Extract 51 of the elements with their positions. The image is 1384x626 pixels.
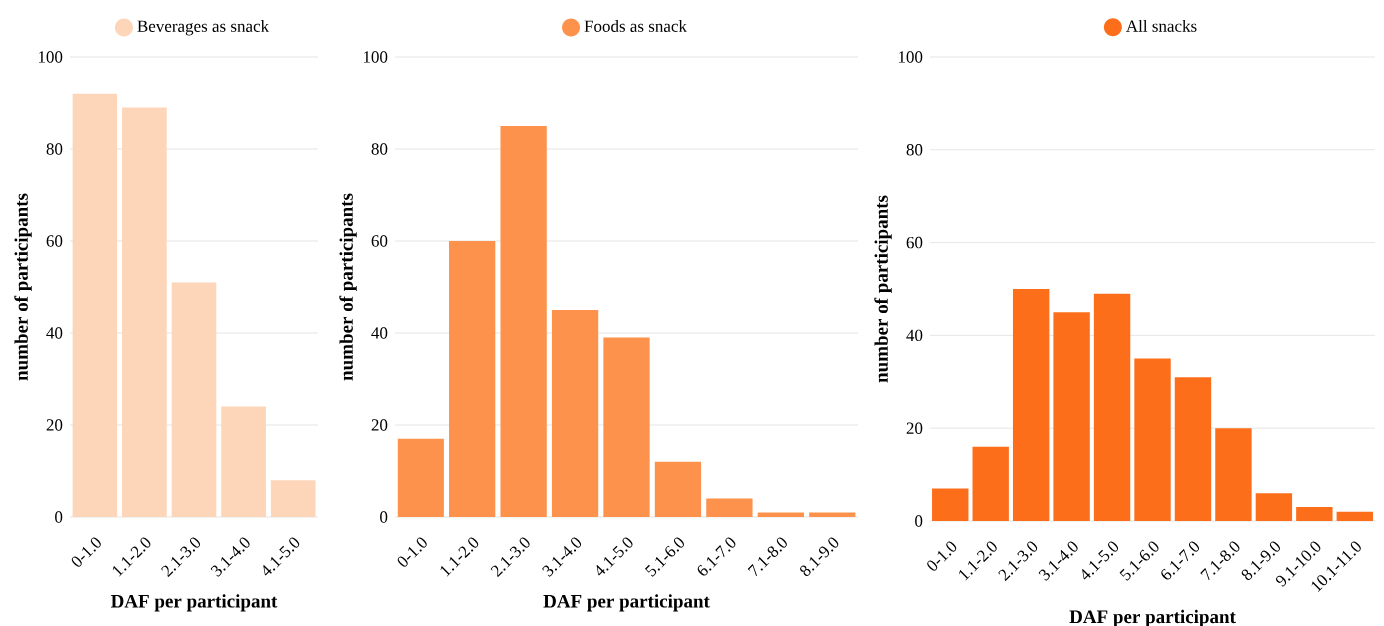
legend-label: Foods as snack — [584, 20, 687, 32]
bar — [1215, 428, 1252, 521]
bar — [270, 480, 316, 517]
y-tick-label: 0 — [915, 515, 923, 527]
bar — [72, 93, 118, 517]
bar — [1255, 493, 1293, 521]
bar — [809, 512, 856, 517]
y-tick-label: 20 — [46, 419, 63, 431]
y-tick-label: 0 — [55, 511, 63, 523]
bar — [221, 406, 266, 517]
bar — [171, 282, 217, 517]
y-tick-label: 60 — [46, 235, 63, 247]
bar — [706, 498, 753, 517]
y-tick-label: 60 — [371, 235, 388, 247]
bar — [654, 461, 702, 517]
bar — [551, 309, 599, 517]
y-tick-label: 20 — [371, 419, 388, 431]
bar — [397, 438, 444, 517]
x-axis-title: DAF per participant — [110, 594, 278, 612]
bar — [1336, 511, 1373, 521]
y-tick-label: 0 — [380, 511, 388, 523]
y-tick-label: 80 — [46, 143, 63, 155]
bar — [1174, 377, 1212, 521]
legend-label: Beverages as snack — [137, 20, 270, 36]
y-tick-label: 40 — [906, 329, 923, 342]
bar — [603, 337, 650, 517]
bar — [1093, 293, 1131, 521]
bar — [122, 107, 167, 517]
bar — [757, 512, 804, 517]
y-axis-title: number of participants — [874, 195, 892, 383]
y-tick-label: 80 — [371, 143, 388, 155]
y-axis-title: number of participants — [339, 193, 357, 381]
bar — [449, 240, 496, 517]
y-tick-label: 60 — [906, 236, 923, 249]
bar — [1134, 358, 1171, 521]
y-tick-label: 100 — [363, 51, 388, 63]
y-tick-label: 100 — [38, 51, 63, 63]
x-axis-title: DAF per participant — [543, 594, 710, 612]
y-tick-label: 100 — [898, 51, 923, 63]
bar — [500, 125, 547, 517]
legend-label: All snacks — [1126, 19, 1197, 32]
y-axis-title: number of participants — [14, 193, 32, 381]
bar — [972, 446, 1009, 521]
y-tick-label: 40 — [46, 327, 63, 339]
bar — [1012, 288, 1050, 521]
y-tick-label: 20 — [906, 422, 923, 434]
bar — [932, 488, 969, 521]
y-tick-label: 40 — [371, 327, 388, 339]
bar — [1053, 312, 1090, 521]
y-tick-label: 80 — [906, 144, 923, 156]
bar — [1296, 507, 1333, 521]
